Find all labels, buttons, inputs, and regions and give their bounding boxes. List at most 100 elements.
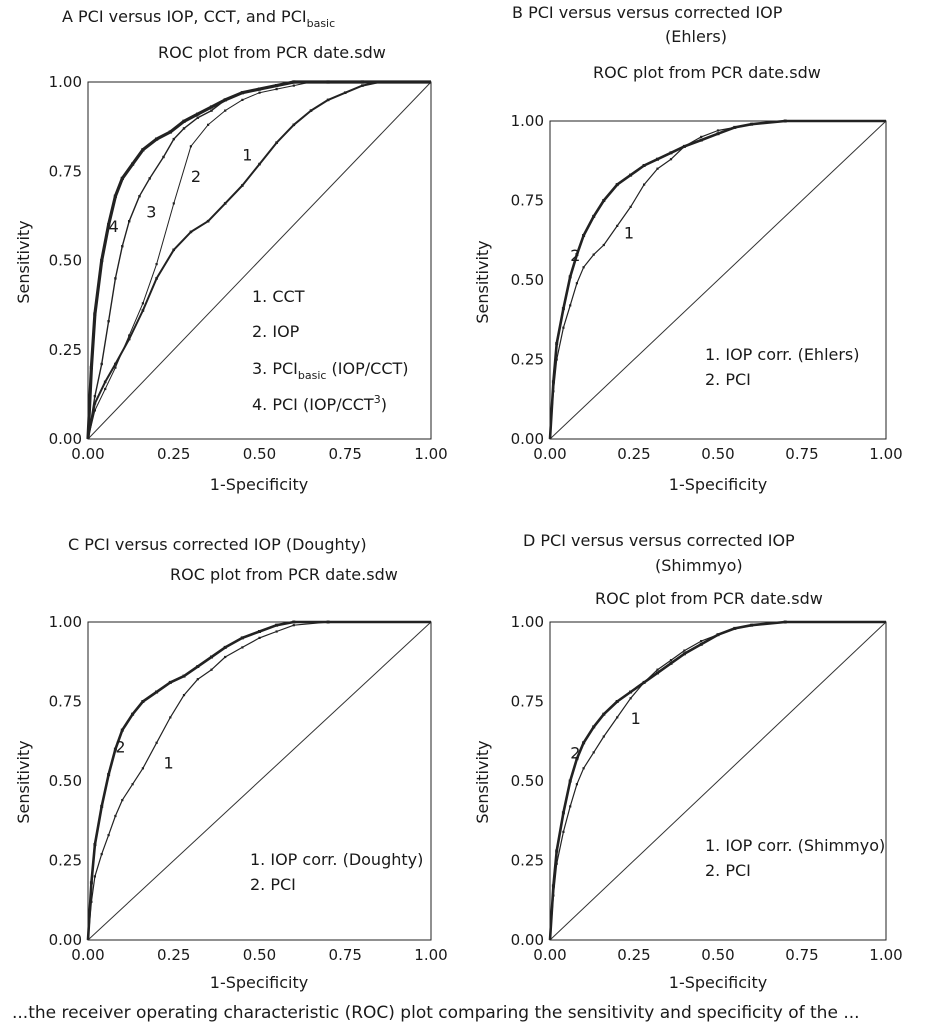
panel-b-curve-label-1: 1 xyxy=(624,224,634,243)
panel-a-curve-label-4: 4 xyxy=(109,217,119,236)
panel-a-ytick: 0.50 xyxy=(49,252,82,270)
panel-b-roc-point-2 xyxy=(682,144,686,148)
panel-a-legend-item: 4. PCI (IOP/CCT3) xyxy=(252,393,387,414)
panel-a-roc-point-4 xyxy=(326,80,330,84)
panel-d-roc-point-1 xyxy=(629,697,632,700)
panel-d-roc-point-2 xyxy=(551,884,555,888)
panel-b-roc-point-2 xyxy=(716,132,720,136)
panel-b-ytick: 0.00 xyxy=(511,430,544,448)
panel-d-roc-point-2 xyxy=(682,652,686,656)
panel-a-roc-point-1 xyxy=(292,123,296,127)
panel-d-title: D PCI versus versus corrected IOP xyxy=(523,531,795,550)
panel-c-roc-point-1 xyxy=(100,853,103,856)
panel-b-xtick: 0.00 xyxy=(533,445,566,463)
panel-a-roc-point-4 xyxy=(89,366,93,370)
panel-a-roc-point-3 xyxy=(114,277,117,280)
panel-c-curves: 12 xyxy=(86,620,432,941)
panel-d-roc-point-2 xyxy=(568,779,572,783)
panel-c-roc-point-2 xyxy=(131,712,135,716)
panel-b-ytick: 0.50 xyxy=(511,271,544,289)
panel-d-roc-point-1 xyxy=(575,783,578,786)
panel-a-legend-item: 2. IOP xyxy=(252,322,300,341)
panel-a-ytick: 0.00 xyxy=(49,430,82,448)
panel-b-curves: 12 xyxy=(548,119,887,440)
panel-a-chance-line xyxy=(87,81,432,440)
panel-d-curve-label-2: 2 xyxy=(570,744,580,763)
panel-a-roc-point-4 xyxy=(240,91,244,95)
panel-d-curve-label-1: 1 xyxy=(631,709,641,728)
panel-c-ticks: 0.00 0.25 0.50 0.75 1.00 0.00 0.25 0.50 … xyxy=(49,613,448,964)
panel-c-roc-point-1 xyxy=(121,799,124,802)
panel-a-xlabel: 1-Specificity xyxy=(210,475,308,494)
panel-a-curve-label-2: 2 xyxy=(191,167,201,186)
panel-a-roc-point-2 xyxy=(224,109,227,112)
panel-d: D PCI versus versus corrected IOP (Shimm… xyxy=(473,531,903,992)
panel-b-roc-point-2 xyxy=(561,307,565,311)
panel-c-roc-point-2 xyxy=(120,728,124,732)
panel-d-ytick: 0.00 xyxy=(511,931,544,949)
panel-b-ticks: 0.00 0.25 0.50 0.75 1.00 0.00 0.25 0.50 … xyxy=(511,112,903,463)
panel-c-roc-point-2 xyxy=(210,655,213,659)
panel-a-roc-point-1 xyxy=(127,337,131,341)
panel-d-roc-point-2 xyxy=(783,620,787,624)
panel-b-ylabel: Sensitivity xyxy=(473,240,492,323)
panel-b-roc-point-1 xyxy=(669,158,673,161)
panel-b-roc-point-1 xyxy=(569,304,572,307)
panel-b-subtitle: ROC plot from PCR date.sdw xyxy=(593,63,821,82)
panel-b-roc-point-2 xyxy=(582,234,586,237)
panel-c-roc-point-1 xyxy=(275,630,278,633)
panel-a-xtick: 1.00 xyxy=(414,445,447,463)
panel-d-xlabel: 1-Specificity xyxy=(669,973,767,992)
panel-b-title-line2: (Ehlers) xyxy=(665,27,727,46)
panel-c-roc-point-2 xyxy=(100,804,104,808)
panel-a-roc-point-1 xyxy=(103,380,107,384)
panel-c-roc-point-2 xyxy=(168,680,172,684)
panel-b-roc-point-2 xyxy=(568,275,572,279)
panel-c-ytick: 0.50 xyxy=(49,772,82,790)
panel-a-roc-point-1 xyxy=(326,98,330,102)
panel-b-roc-point-1 xyxy=(602,243,605,247)
panel-d-ytick: 0.25 xyxy=(511,852,544,870)
panel-c-roc-point-1 xyxy=(141,767,144,770)
panel-a-roc-point-2 xyxy=(241,98,244,101)
panel-b-roc-point-2 xyxy=(669,151,673,155)
panel-c-ytick: 1.00 xyxy=(49,613,82,631)
panel-a-legend: 1. CCT 2. IOP 3. PCIbasic (IOP/CCT) 4. P… xyxy=(252,287,409,414)
panel-c-roc-point-2 xyxy=(292,620,296,624)
panel-a-roc-point-2 xyxy=(207,123,210,126)
panel-c-subtitle: ROC plot from PCR date.sdw xyxy=(170,565,398,584)
panel-c-roc-point-2 xyxy=(275,623,279,627)
panel-b-roc-point-2 xyxy=(575,253,579,257)
panel-c-roc-point-2 xyxy=(89,881,93,885)
panel-a-roc-point-4 xyxy=(209,105,214,109)
panel-a-roc-point-4 xyxy=(113,194,117,198)
panel-d-roc-point-1 xyxy=(562,830,565,833)
panel-a-roc-point-3 xyxy=(121,245,124,248)
panel-a-roc-point-2 xyxy=(292,84,295,87)
panel-d-roc-point-1 xyxy=(656,668,659,671)
panel-c-roc-point-2 xyxy=(107,773,111,777)
panel-c-roc-point-2 xyxy=(182,674,186,678)
panel-c-roc-point-2 xyxy=(240,636,244,640)
panel-c-roc-point-1 xyxy=(169,716,172,719)
panel-a-roc-point-3 xyxy=(196,116,199,119)
panel-c-roc-point-2 xyxy=(141,700,145,703)
panel-a-roc-point-3 xyxy=(100,362,103,366)
panel-a-roc-point-4 xyxy=(168,130,172,134)
panel-d-roc-point-1 xyxy=(592,751,595,754)
panel-c-xtick: 0.50 xyxy=(243,946,276,964)
panel-a-roc-point-4 xyxy=(107,223,111,227)
panel-a-roc-point-2 xyxy=(93,409,96,412)
panel-a-roc-point-2 xyxy=(114,366,117,369)
panel-d-roc-point-2 xyxy=(615,700,619,703)
panel-a-roc-point-2 xyxy=(155,263,158,266)
panel-c-roc-point-2 xyxy=(93,843,97,847)
panel-b-roc-point-1 xyxy=(555,358,558,361)
panel-a-roc-point-1 xyxy=(114,362,117,366)
panel-b-title: B PCI versus versus corrected IOP xyxy=(512,3,783,22)
panel-a-roc-point-4 xyxy=(100,258,104,263)
panel-d-ytick: 0.75 xyxy=(511,693,544,711)
panel-b-roc-point-2 xyxy=(615,183,619,187)
panel-d-xtick: 0.50 xyxy=(701,946,734,964)
panel-a-ticks: 0.00 0.25 0.50 0.75 1.00 0.00 0.25 0.50 … xyxy=(49,73,448,463)
